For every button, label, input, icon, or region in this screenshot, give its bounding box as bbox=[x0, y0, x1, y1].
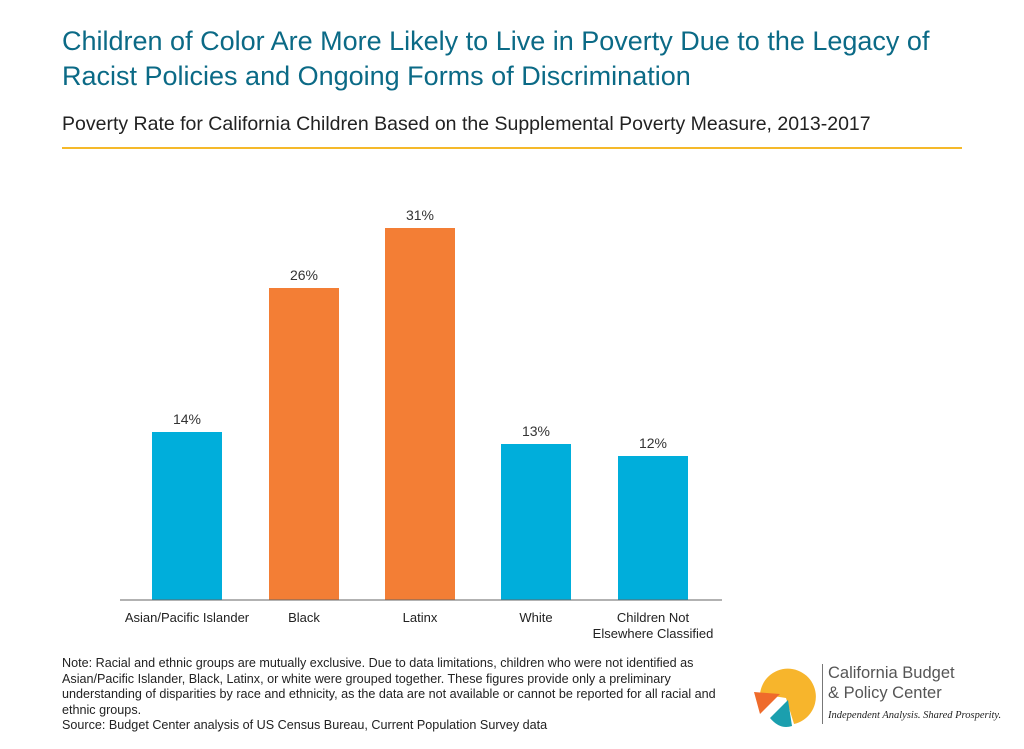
category-label: White bbox=[519, 610, 552, 625]
logo-line-2: & Policy Center bbox=[828, 684, 942, 702]
footnote: Note: Racial and ethnic groups are mutua… bbox=[62, 656, 722, 734]
data-label: 31% bbox=[406, 207, 434, 223]
category-label: Black bbox=[288, 610, 320, 625]
bar-0 bbox=[152, 432, 222, 600]
bar-3 bbox=[501, 444, 571, 600]
logo-line-1: California Budget bbox=[828, 664, 955, 682]
bar-1 bbox=[269, 288, 339, 600]
bar-2 bbox=[385, 228, 455, 600]
logo-tagline: Independent Analysis. Shared Prosperity. bbox=[828, 710, 1002, 721]
source-text: Source: Budget Center analysis of US Cen… bbox=[62, 718, 548, 732]
title-divider bbox=[62, 147, 962, 149]
category-label: Latinx bbox=[403, 610, 438, 625]
bar-chart: 14% Asian/Pacific Islander 26% Black 31% Lati… bbox=[120, 207, 722, 641]
data-label: 14% bbox=[173, 411, 201, 427]
data-label: 26% bbox=[290, 267, 318, 283]
data-label: 12% bbox=[639, 435, 667, 451]
chart-subtitle: Poverty Rate for California Children Bas… bbox=[62, 113, 871, 135]
chart-title: Children of Color Are More Likely to Liv… bbox=[62, 26, 930, 91]
logo-mark-icon bbox=[754, 668, 816, 727]
note-text: Note: Racial and ethnic groups are mutua… bbox=[62, 656, 716, 717]
bar-4 bbox=[618, 456, 688, 600]
category-label: Children Not Elsewhere Classified bbox=[593, 610, 714, 641]
logo: California Budget & Policy Center Indepe… bbox=[746, 658, 1006, 738]
category-label: Asian/Pacific Islander bbox=[125, 610, 250, 625]
data-label: 13% bbox=[522, 423, 550, 439]
